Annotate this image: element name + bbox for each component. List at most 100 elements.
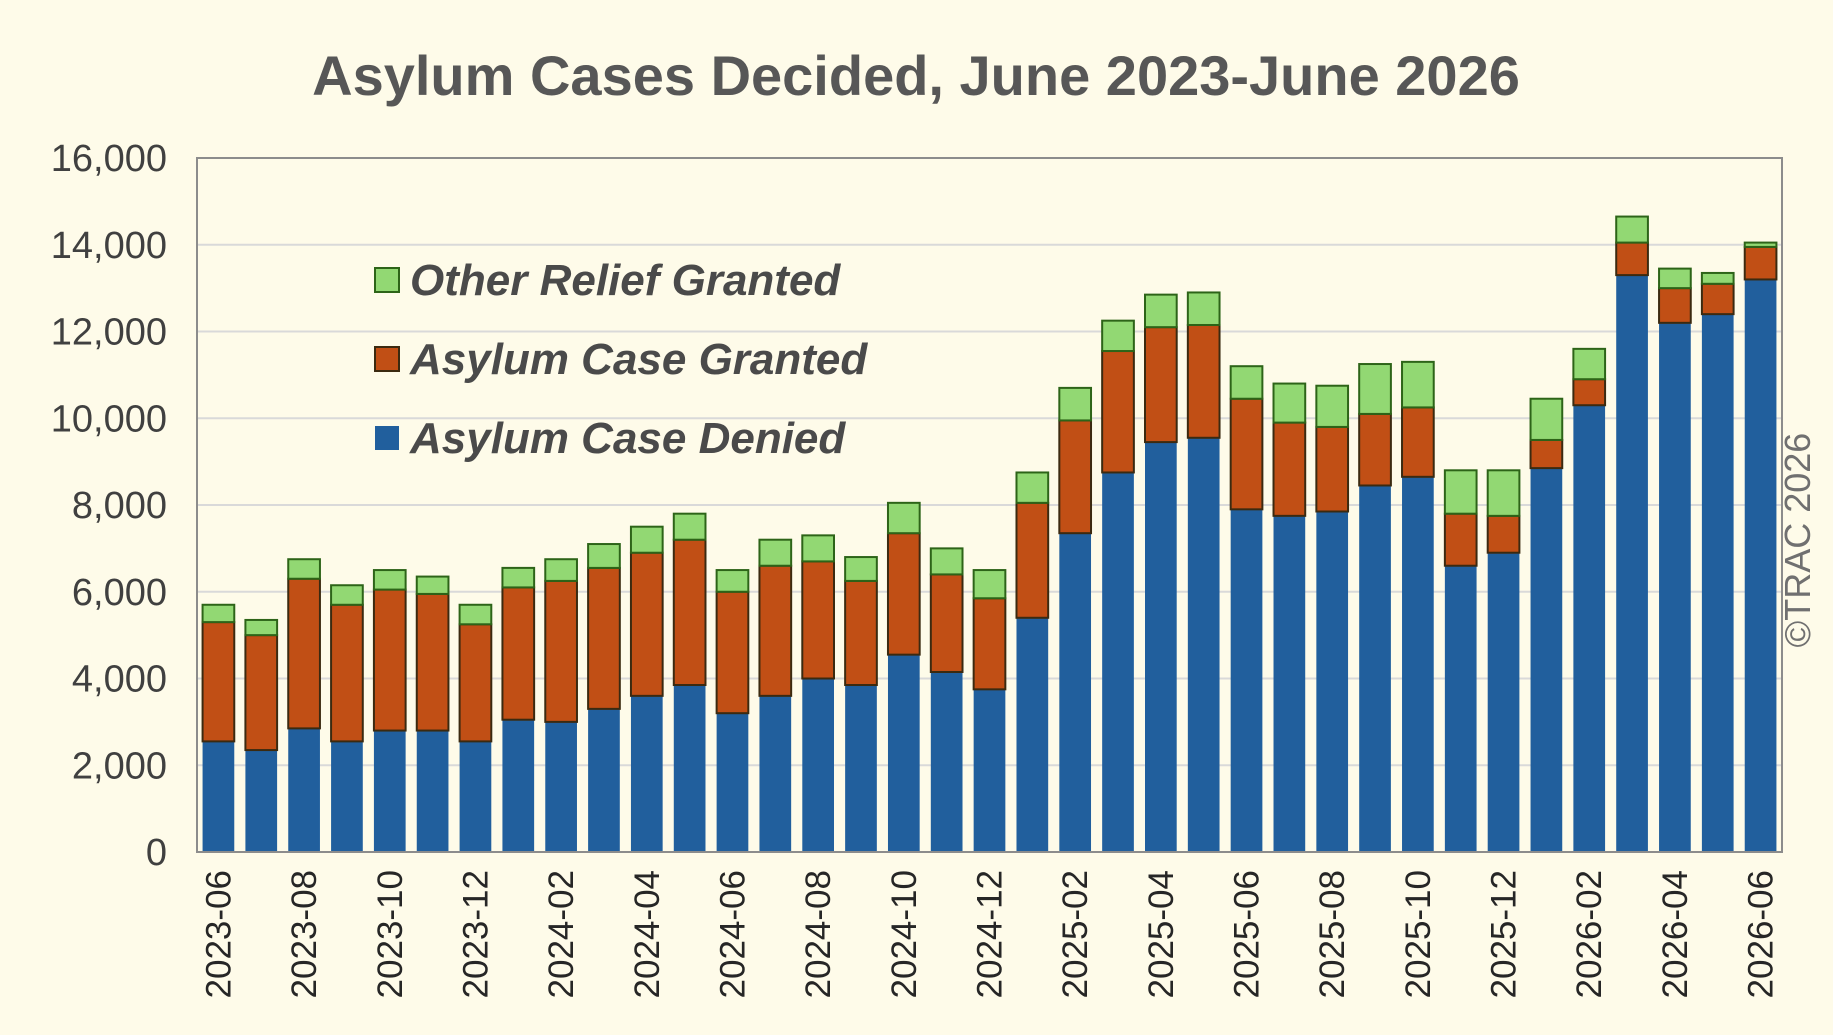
bar-asylum-case-granted (1743, 245, 1778, 281)
bar-asylum-case-granted (1144, 326, 1178, 444)
bar-other-relief-granted (1358, 363, 1392, 415)
x-tick-label: 2025-10 (1399, 870, 1438, 998)
y-tick-label: 16,000 (51, 138, 167, 180)
bar-asylum-case-denied (1659, 322, 1691, 852)
bar-asylum-case-granted (1229, 397, 1264, 511)
legend-label: Other Relief Granted (410, 256, 841, 305)
plot-border (196, 157, 1783, 853)
bar-asylum-case-granted (244, 634, 279, 752)
x-tick-label: 2024-02 (542, 870, 581, 998)
bar-other-relief-granted (1229, 365, 1264, 400)
bar-asylum-case-granted (1101, 350, 1135, 474)
y-tick-label: 0 (146, 832, 167, 874)
x-axis-ticks: 2023-06 2023-08 2023-10 2023-12 2024-02 2024-… (199, 870, 1780, 998)
bar-other-relief-granted (287, 558, 321, 580)
bar-other-relief-granted (1401, 360, 1435, 409)
x-tick-label: 2023-08 (285, 870, 324, 998)
bar-asylum-case-denied (1187, 437, 1220, 852)
bar-asylum-case-denied (459, 741, 492, 852)
bar-other-relief-granted (244, 618, 279, 637)
bar-asylum-case-denied (1487, 552, 1520, 852)
x-tick-label: 2024-08 (799, 870, 838, 998)
bar-asylum-case-granted (629, 551, 664, 697)
bar-other-relief-granted (1272, 382, 1307, 424)
bar-asylum-case-granted (1658, 287, 1692, 324)
bar-other-relief-granted (372, 569, 407, 591)
bar-asylum-case-denied (245, 750, 278, 852)
legend-label: Asylum Case Denied (409, 414, 846, 463)
bar-asylum-case-denied (716, 713, 749, 852)
x-tick-label: 2026-06 (1742, 870, 1781, 998)
legend-label: Asylum Case Granted (409, 335, 868, 384)
x-tick-label: 2024-12 (971, 870, 1010, 998)
bar-asylum-case-granted (929, 573, 964, 673)
bar-asylum-case-denied (802, 678, 834, 852)
bar-asylum-case-denied (845, 685, 877, 852)
bar-asylum-case-granted (1272, 421, 1307, 517)
x-tick-label: 2025-12 (1485, 870, 1524, 998)
bar-other-relief-granted (1615, 215, 1649, 244)
x-tick-label: 2025-06 (1228, 870, 1267, 998)
bar-asylum-case-denied (588, 708, 620, 852)
bar-other-relief-granted (801, 534, 835, 563)
bar-other-relief-granted (1443, 469, 1478, 515)
copyright-text: ©TRAC 2026 (1777, 433, 1818, 648)
bar-asylum-case-granted (330, 603, 364, 743)
bar-other-relief-granted (1058, 386, 1093, 422)
bar-asylum-case-granted (1700, 282, 1735, 316)
bar-asylum-case-granted (672, 538, 707, 687)
y-tick-label: 8,000 (72, 485, 167, 527)
bar-asylum-case-granted (1015, 501, 1050, 619)
bar-asylum-case-denied (1016, 617, 1049, 852)
x-tick-label: 2023-06 (199, 870, 238, 998)
bar-other-relief-granted (1101, 319, 1135, 353)
bar-asylum-case-denied (887, 654, 920, 852)
bar-asylum-case-denied (1402, 476, 1434, 852)
bar-asylum-case-granted (287, 577, 321, 730)
x-tick-label: 2025-08 (1313, 870, 1352, 998)
bar-asylum-case-denied (1230, 509, 1263, 852)
bar-asylum-case-denied (331, 741, 363, 852)
bar-other-relief-granted (544, 558, 578, 582)
bar-asylum-case-denied (502, 719, 535, 852)
bar-asylum-case-denied (973, 689, 1006, 852)
bar-asylum-case-denied (759, 695, 792, 852)
bar-asylum-case-granted (415, 592, 450, 732)
bar-asylum-case-denied (1530, 468, 1563, 852)
bar-other-relief-granted (1144, 293, 1178, 329)
bar-asylum-case-denied (1359, 485, 1391, 852)
legend-swatch (375, 426, 399, 450)
bars (201, 215, 1778, 852)
bar-asylum-case-granted (1058, 419, 1093, 535)
legend-swatch (374, 267, 400, 293)
bar-other-relief-granted (1572, 347, 1607, 381)
bar-asylum-case-granted (758, 564, 793, 697)
bar-asylum-case-denied (1273, 515, 1306, 852)
y-tick-label: 2,000 (72, 745, 167, 787)
bar-other-relief-granted (758, 538, 793, 567)
bar-other-relief-granted (1015, 471, 1050, 504)
bar-asylum-case-granted (1186, 323, 1221, 439)
bar-asylum-case-granted (1401, 406, 1435, 478)
bar-other-relief-granted (501, 566, 536, 589)
bar-other-relief-granted (929, 547, 964, 576)
bar-other-relief-granted (715, 569, 750, 593)
chart-title: Asylum Cases Decided, June 2023-June 202… (312, 44, 1520, 107)
bar-asylum-case-denied (1616, 275, 1648, 852)
bar-other-relief-granted (1658, 267, 1692, 290)
bar-other-relief-granted (1186, 291, 1221, 326)
bar-other-relief-granted (886, 501, 921, 535)
bar-asylum-case-denied (373, 730, 406, 852)
x-tick-label: 2026-02 (1570, 870, 1609, 998)
bar-asylum-case-granted (715, 590, 750, 715)
bar-asylum-case-granted (844, 579, 878, 687)
bar-other-relief-granted (1700, 271, 1735, 285)
x-tick-label: 2025-04 (1142, 870, 1181, 998)
bar-asylum-case-granted (801, 560, 835, 680)
bar-asylum-case-denied (1444, 565, 1477, 852)
bar-asylum-case-denied (1744, 279, 1777, 852)
bar-asylum-case-granted (201, 621, 236, 743)
bar-asylum-case-granted (1615, 241, 1649, 277)
bar-asylum-case-granted (1358, 412, 1392, 487)
